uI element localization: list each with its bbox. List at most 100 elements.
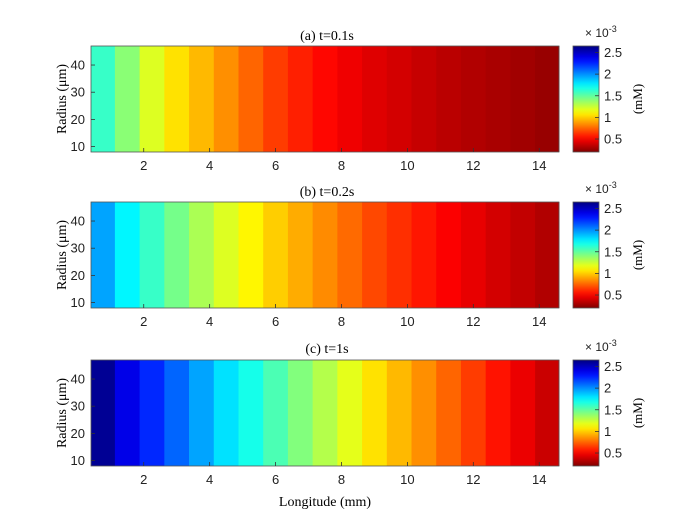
heatmap-cell bbox=[139, 360, 165, 466]
colorbar: 0.5 1 1.5 2 2.5 × 10-3 (mM) bbox=[572, 338, 645, 467]
heatmap-cell bbox=[386, 202, 412, 308]
heatmap-cell bbox=[139, 46, 165, 152]
heatmap-cells bbox=[91, 202, 560, 308]
colorbar-ticks: 0.5 1 1.5 2 2.5 bbox=[595, 45, 622, 147]
heatmap-cell bbox=[460, 46, 487, 152]
x-tick-label: 14 bbox=[532, 314, 546, 329]
x-tick-label: 12 bbox=[466, 472, 480, 487]
y-axis-label: Radius (μm) bbox=[55, 378, 70, 448]
heatmap-cell bbox=[436, 360, 462, 466]
colorbar-label: (mM) bbox=[630, 84, 645, 114]
axes-box bbox=[90, 359, 560, 467]
x-ticks: 2 4 6 8 10 12 14 bbox=[140, 304, 546, 329]
colorbar-label: (mM) bbox=[630, 240, 645, 270]
y-ticks: 10 20 30 40 bbox=[71, 58, 95, 154]
heatmap-cell bbox=[238, 202, 264, 308]
x-ticks: 2 4 6 8 10 12 14 bbox=[140, 462, 546, 487]
x-tick-label: 10 bbox=[400, 314, 414, 329]
heatmap-cell bbox=[139, 202, 165, 308]
colorbar-tick-label: 1 bbox=[604, 110, 611, 125]
y-axis-label: Radius (μm) bbox=[55, 64, 70, 134]
colorbar-tick-label: 0.5 bbox=[604, 132, 622, 147]
y-tick-label: 20 bbox=[71, 112, 85, 127]
heatmap-cell bbox=[213, 46, 239, 152]
colorbar-ticks: 0.5 1 1.5 2 2.5 bbox=[595, 201, 622, 303]
heatmap-cell bbox=[114, 46, 141, 152]
heatmap-cell bbox=[485, 46, 511, 152]
heatmap-cell bbox=[213, 360, 239, 466]
y-tick-label: 30 bbox=[71, 241, 85, 256]
colorbar-tick-label: 2.5 bbox=[604, 359, 622, 374]
heatmap-cell bbox=[91, 202, 116, 308]
heatmap-cell bbox=[287, 202, 314, 308]
panel-title: (b) t=0.2s bbox=[300, 185, 355, 200]
heatmap-cell bbox=[386, 46, 412, 152]
heatmap-cell bbox=[189, 360, 215, 466]
colorbar-tick-label: 1 bbox=[604, 424, 611, 439]
y-tick-label: 10 bbox=[71, 453, 85, 468]
heatmap-cell bbox=[164, 46, 190, 152]
x-tick-label: 2 bbox=[140, 472, 147, 487]
y-ticks: 10 20 30 40 bbox=[71, 372, 95, 468]
heatmap-cell bbox=[312, 202, 338, 308]
heatmap-cell bbox=[510, 46, 536, 152]
colorbar-tick-label: 2 bbox=[604, 67, 611, 82]
colorbar-tick-label: 0.5 bbox=[604, 446, 622, 461]
colorbar-exponent: × 10-3 bbox=[585, 180, 617, 196]
y-tick-label: 40 bbox=[71, 372, 85, 387]
y-tick-label: 10 bbox=[71, 139, 85, 154]
heatmap-cell bbox=[164, 202, 190, 308]
heatmap-cell bbox=[436, 46, 462, 152]
heatmap-cell bbox=[460, 202, 487, 308]
colorbar: 0.5 1 1.5 2 2.5 × 10-3 (mM) bbox=[572, 24, 645, 153]
x-tick-label: 10 bbox=[400, 472, 414, 487]
x-axis-label: Longitude (mm) bbox=[279, 495, 371, 510]
y-tick-label: 20 bbox=[71, 268, 85, 283]
heatmap-cell bbox=[164, 360, 190, 466]
heatmap-cell bbox=[238, 46, 264, 152]
x-tick-label: 8 bbox=[338, 314, 345, 329]
colorbar-tick-label: 2 bbox=[604, 381, 611, 396]
y-tick-label: 30 bbox=[71, 85, 85, 100]
heatmap-cell bbox=[386, 360, 412, 466]
heatmap-cell bbox=[91, 46, 116, 152]
axes-box bbox=[90, 201, 560, 309]
colorbar-exponent: × 10-3 bbox=[585, 24, 617, 40]
heatmap-cell bbox=[510, 360, 536, 466]
colorbar-tick-label: 2.5 bbox=[604, 201, 622, 216]
heatmap-cell bbox=[263, 46, 289, 152]
heatmap-cell bbox=[411, 360, 437, 466]
colorbar: 0.5 1 1.5 2 2.5 × 10-3 (mM) bbox=[572, 180, 645, 309]
x-tick-label: 6 bbox=[272, 314, 279, 329]
colorbar-tick-label: 1 bbox=[604, 266, 611, 281]
x-tick-label: 8 bbox=[338, 472, 345, 487]
heatmap-cell bbox=[91, 360, 116, 466]
heatmap-cell bbox=[287, 46, 314, 152]
heatmap-cell bbox=[485, 360, 511, 466]
x-tick-label: 12 bbox=[466, 158, 480, 173]
colorbar-tick-label: 2.5 bbox=[604, 45, 622, 60]
colorbar-exponent: × 10-3 bbox=[585, 338, 617, 354]
heatmap-cell bbox=[510, 202, 536, 308]
heatmap-cells bbox=[91, 360, 560, 466]
panel-c: (c) t=1s 2 4 6 8 10 12 14 10 20 30 40 Ra… bbox=[55, 338, 645, 510]
colorbar-label: (mM) bbox=[630, 398, 645, 428]
heatmap-cell bbox=[362, 202, 388, 308]
colorbar-gradient bbox=[572, 45, 600, 153]
panel-b: (b) t=0.2s 2 4 6 8 10 12 14 10 20 30 40 … bbox=[55, 180, 645, 329]
colorbar-gradient bbox=[572, 201, 600, 309]
colorbar-tick-label: 1.5 bbox=[604, 402, 622, 417]
x-tick-label: 10 bbox=[400, 158, 414, 173]
y-tick-label: 40 bbox=[71, 58, 85, 73]
x-tick-label: 14 bbox=[532, 158, 546, 173]
heatmap-cell bbox=[114, 360, 141, 466]
x-tick-label: 8 bbox=[338, 158, 345, 173]
heatmap-cell bbox=[337, 46, 363, 152]
x-tick-label: 2 bbox=[140, 314, 147, 329]
x-tick-label: 14 bbox=[532, 472, 546, 487]
heatmap-cell bbox=[189, 46, 215, 152]
heatmap-cell bbox=[337, 202, 363, 308]
y-tick-label: 10 bbox=[71, 295, 85, 310]
heatmap-cell bbox=[213, 202, 239, 308]
